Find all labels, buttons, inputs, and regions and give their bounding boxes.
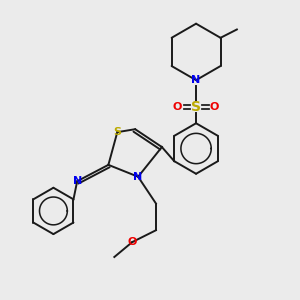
Text: O: O xyxy=(173,102,182,112)
Text: N: N xyxy=(73,176,82,186)
Text: O: O xyxy=(128,237,137,247)
Text: N: N xyxy=(191,75,201,85)
Text: O: O xyxy=(210,102,219,112)
Text: N: N xyxy=(134,172,143,182)
Text: S: S xyxy=(191,100,201,114)
Text: S: S xyxy=(113,127,121,137)
